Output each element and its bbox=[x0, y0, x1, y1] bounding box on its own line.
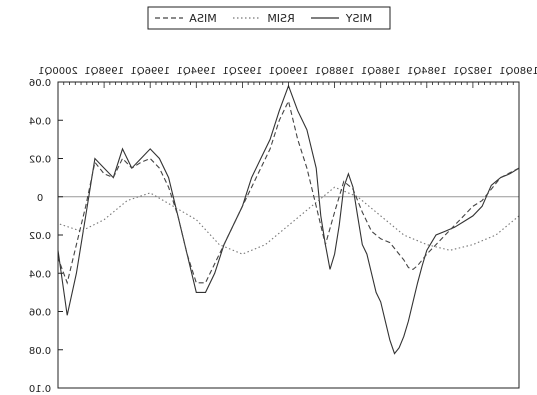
x-tick-label: 1980Q1 bbox=[499, 66, 537, 77]
plot-frame bbox=[57, 81, 520, 389]
x-tick-label: 1988Q1 bbox=[315, 66, 355, 77]
legend-box bbox=[147, 6, 391, 30]
y-tick-label: 0 bbox=[37, 193, 43, 204]
x-axis: 1980Q1 1982Q1 1984Q1 1986Q1 1988Q1 1990Q1 1992… bbox=[38, 66, 537, 88]
legend-label-rsim: RSIM bbox=[267, 12, 294, 25]
x-tick-label: 1982Q1 bbox=[453, 66, 493, 77]
y-tick-label: 0.06 bbox=[29, 308, 51, 319]
legend-label-misa: MISA bbox=[189, 12, 217, 25]
y-tick-label: 0.04 bbox=[29, 269, 51, 280]
y-tick-label: 0.02 bbox=[29, 231, 51, 242]
x-tick-label: 1984Q1 bbox=[407, 66, 447, 77]
plot-border bbox=[57, 81, 520, 389]
x-tick-label: 1996Q1 bbox=[130, 66, 170, 77]
x-tick-label: 2000Q1 bbox=[38, 66, 78, 77]
x-tick-label: 1990Q1 bbox=[269, 66, 309, 77]
x-tick-label: 1998Q1 bbox=[84, 66, 124, 77]
y-tick-label: 0.08 bbox=[29, 346, 51, 357]
y-axis: 0.10 0.08 0.06 0.04 0.02 0 0.02 0.04 0.06 bbox=[29, 78, 63, 395]
legend: MISA RSIM MISY bbox=[147, 6, 391, 30]
x-tick-label: 1986Q1 bbox=[361, 66, 401, 77]
y-tick-label: 0.06 bbox=[29, 78, 51, 89]
x-tick-label: 1992Q1 bbox=[223, 66, 263, 77]
y-tick-label: 0.04 bbox=[29, 116, 51, 127]
x-tick-label: 1994Q1 bbox=[176, 66, 216, 77]
legend-label-misy: MISY bbox=[346, 12, 373, 25]
y-tick-label: 0.10 bbox=[29, 384, 51, 395]
series-line-rsim bbox=[57, 186, 520, 255]
series-line-misa bbox=[57, 99, 520, 285]
y-tick-label: 0.02 bbox=[29, 155, 51, 166]
series-line-misy bbox=[57, 84, 520, 355]
series-layer bbox=[57, 84, 520, 355]
